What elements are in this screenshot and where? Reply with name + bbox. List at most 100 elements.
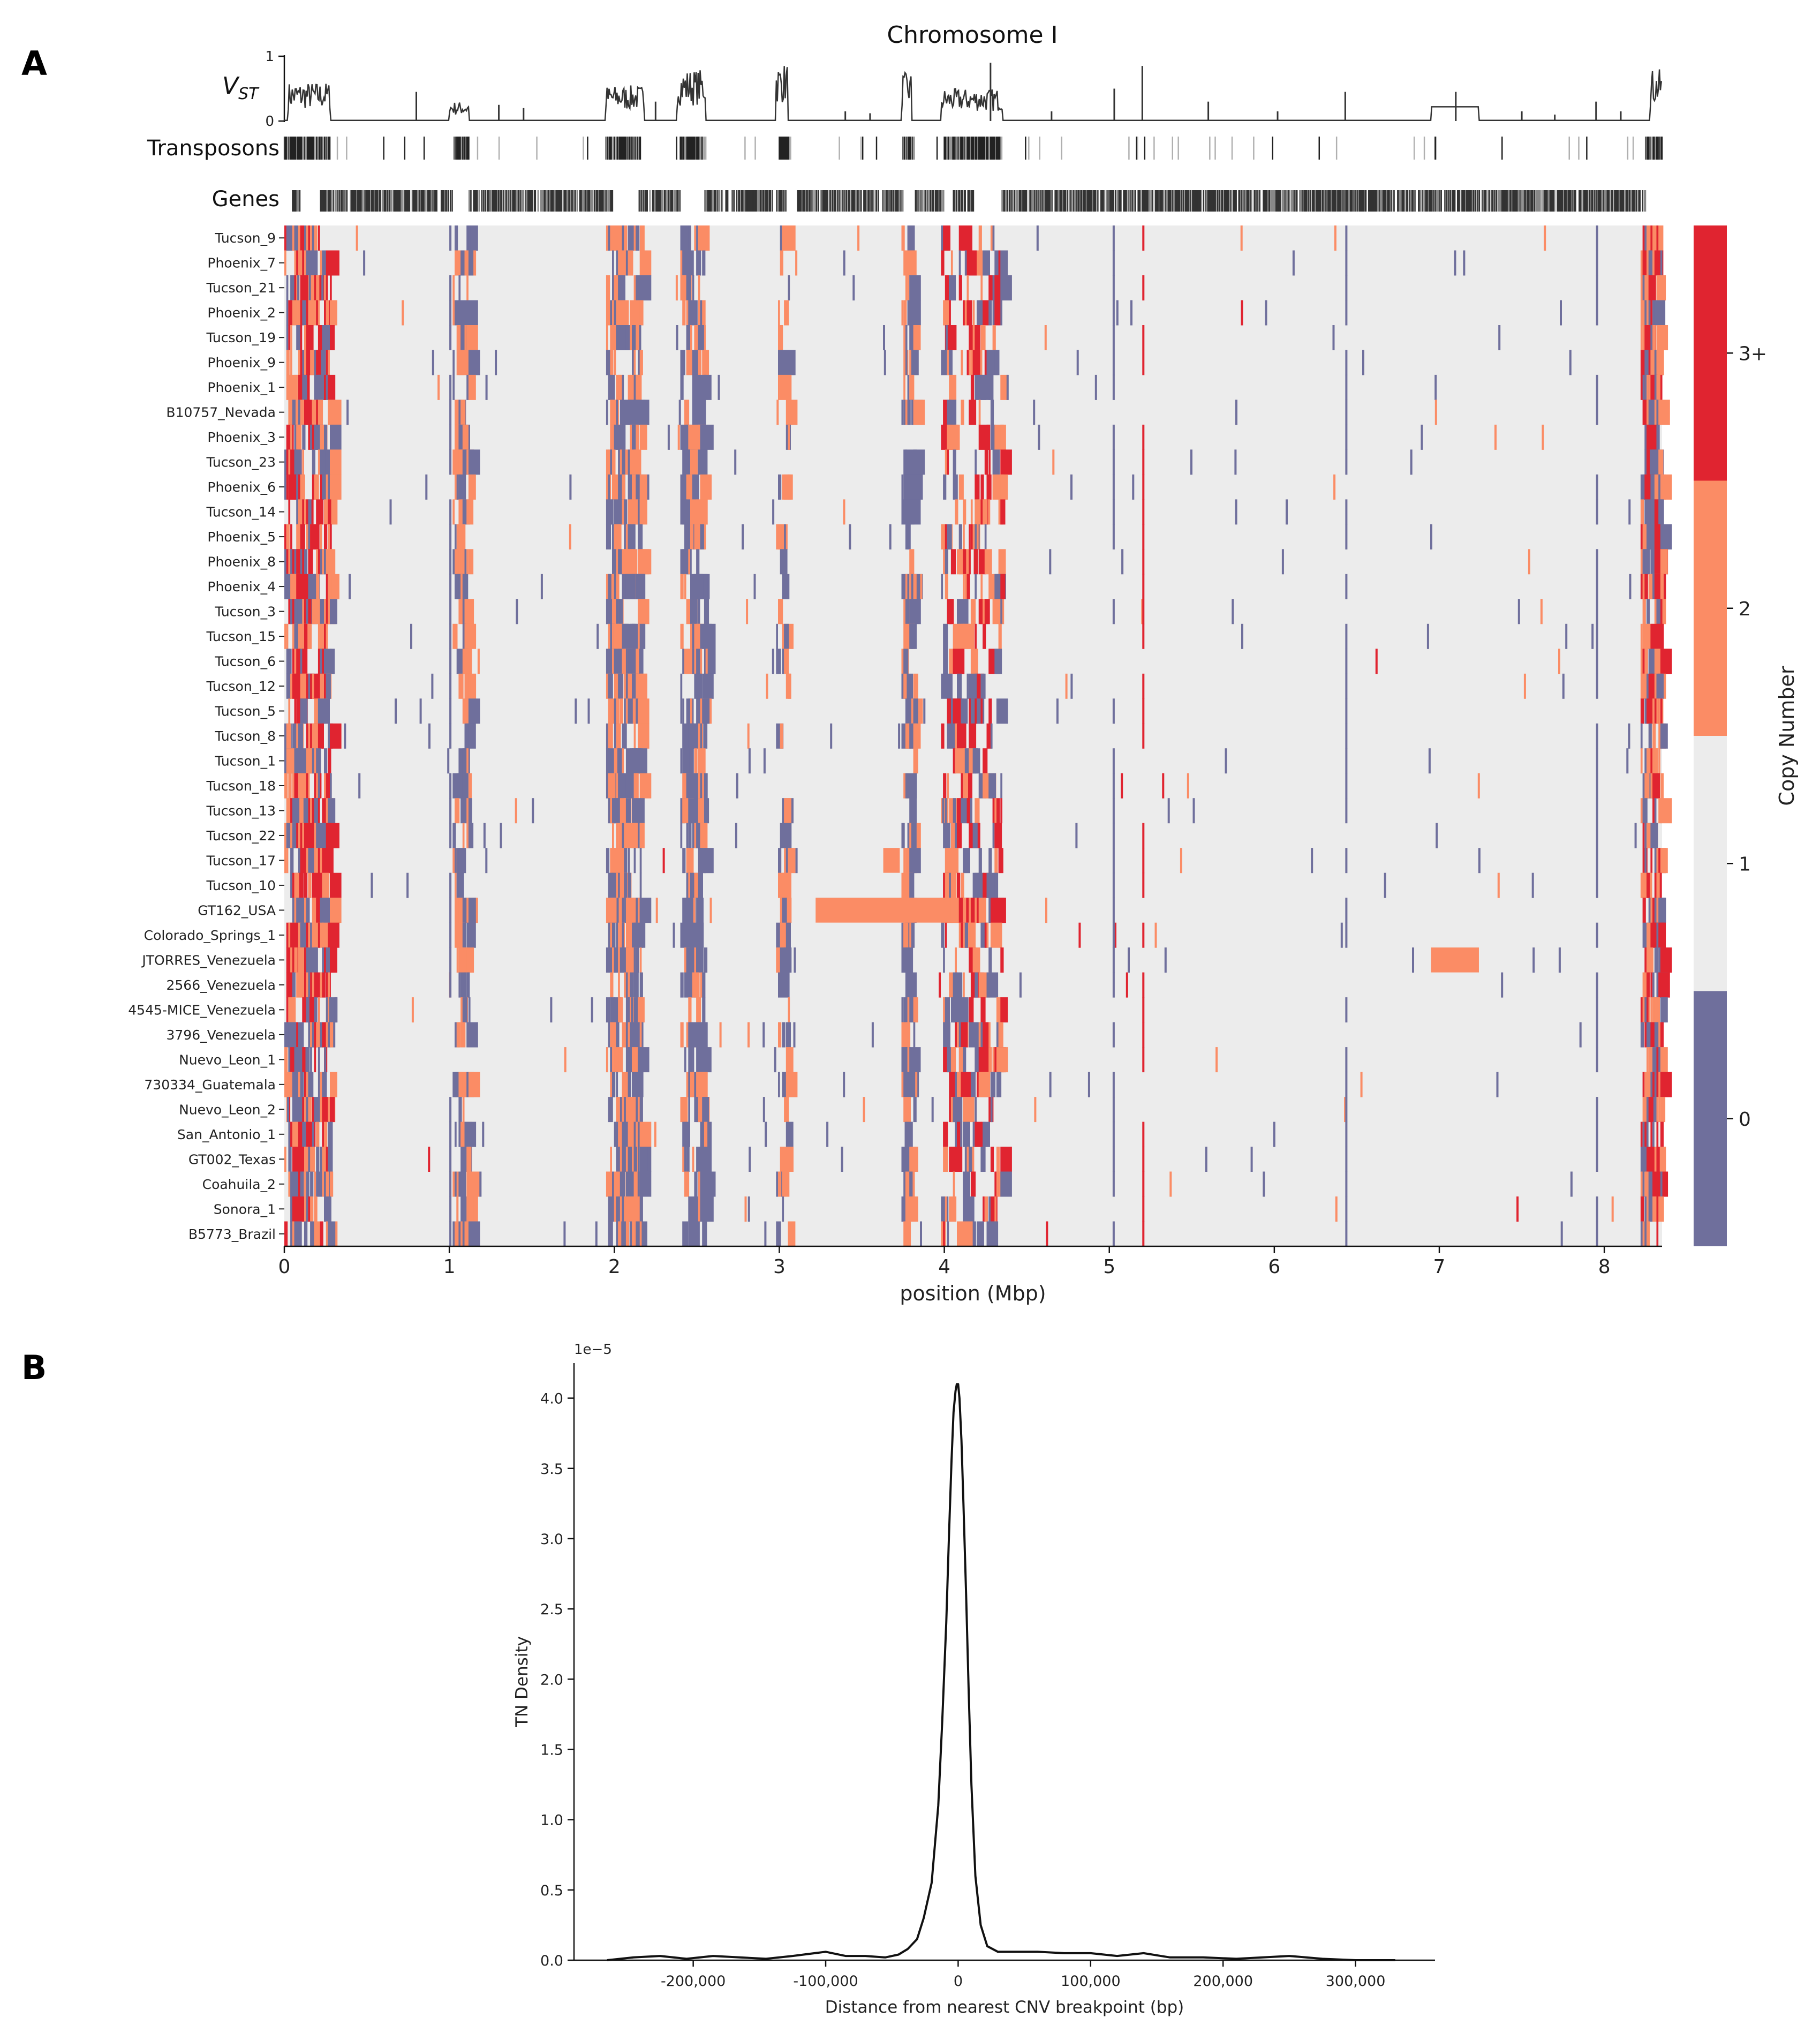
cnv-cell	[988, 848, 992, 874]
cnv-cell	[990, 1097, 993, 1123]
cnv-cell	[950, 250, 953, 276]
cnv-cell	[688, 1097, 690, 1123]
cnv-cell	[690, 872, 692, 898]
cnv-cell	[784, 947, 786, 973]
cnv-cell	[694, 449, 697, 475]
cnv-cell	[1560, 1221, 1563, 1247]
cnv-cell	[694, 374, 706, 400]
cnv-cell	[1596, 499, 1598, 525]
cnv-cell	[945, 1022, 947, 1048]
cnv-cell	[284, 1047, 288, 1073]
cnv-cell	[500, 823, 502, 848]
cnv-cell	[316, 300, 318, 326]
cnv-cell	[606, 449, 610, 475]
cnv-cell	[684, 1121, 688, 1147]
cnv-cell	[963, 499, 966, 525]
cnv-cell	[292, 997, 296, 1023]
cnv-cell	[788, 424, 790, 450]
cnv-cell	[304, 972, 306, 998]
cnv-cell	[625, 1171, 631, 1197]
cnv-cell	[696, 250, 701, 276]
sample-label: Tucson_3	[214, 604, 276, 620]
cnv-cell	[774, 1047, 776, 1073]
cnv-cell	[788, 474, 793, 500]
cnv-cell	[988, 275, 994, 300]
cnv-cell	[1596, 374, 1598, 400]
cnv-cell	[326, 599, 329, 624]
cnv-cell	[328, 374, 336, 400]
cnv-cell	[363, 250, 366, 276]
cnv-cell	[1660, 374, 1663, 400]
cnv-cell	[972, 300, 975, 326]
cnv-cell	[871, 1022, 874, 1048]
sample-label: Tucson_9	[214, 230, 276, 246]
cnv-cell	[994, 300, 1002, 326]
cnv-cell	[310, 1147, 315, 1172]
cnv-cell	[624, 499, 628, 525]
cnv-cell	[950, 275, 956, 300]
cnv-cell	[1658, 1022, 1662, 1048]
cnv-cell	[462, 574, 466, 599]
cnv-cell	[639, 1097, 643, 1123]
cnv-cell	[977, 300, 984, 326]
cnv-cell	[314, 798, 319, 824]
cnv-cell	[957, 872, 961, 898]
cnv-cell	[1192, 798, 1195, 824]
cnv-cell	[455, 225, 458, 251]
cnv-cell	[632, 773, 636, 799]
cnv-cell	[704, 1097, 709, 1123]
cnv-cell	[905, 1022, 911, 1048]
cnv-cell	[330, 474, 342, 500]
cnv-cell	[913, 673, 918, 699]
cnv-cell	[288, 773, 292, 799]
cnv-cell	[700, 400, 705, 425]
cnv-cell	[1345, 623, 1348, 649]
cnv-cell	[449, 225, 452, 251]
cnv-cell	[943, 225, 950, 251]
cnv-cell	[482, 1121, 485, 1147]
cnv-cell	[1477, 773, 1480, 799]
cnv-cell	[1523, 673, 1526, 699]
cnv-cell	[618, 1097, 620, 1123]
cnv-cell	[983, 623, 986, 649]
cnv-cell	[694, 300, 697, 326]
cnv-cell	[690, 449, 698, 475]
cnv-cell	[1596, 1121, 1598, 1147]
cnv-cell	[286, 424, 294, 450]
cnv-cell	[686, 250, 689, 276]
cnv-cell	[1130, 300, 1132, 326]
density-x-axis-label: Distance from nearest CNV breakpoint (bp…	[825, 1998, 1184, 2017]
cnv-cell	[972, 1221, 976, 1247]
cnv-cell	[468, 922, 476, 948]
cnv-cell	[980, 1147, 986, 1172]
cnv-cell	[622, 225, 625, 251]
cnv-cell	[1660, 698, 1663, 724]
cnv-cell	[639, 1196, 643, 1222]
cnv-cell	[330, 400, 342, 425]
cnv-cell	[778, 524, 782, 549]
cnv-cell	[625, 798, 631, 824]
cnv-cell	[992, 275, 996, 300]
cnv-cell	[969, 773, 972, 799]
cnv-cell	[1660, 1196, 1664, 1222]
cnv-cell	[306, 1047, 309, 1073]
cnv-cell	[477, 649, 480, 674]
cnv-cell	[428, 1147, 431, 1172]
cnv-cell	[449, 599, 452, 624]
cnv-cell	[1647, 972, 1650, 998]
cnv-cell	[639, 972, 643, 998]
cnv-cell	[953, 748, 956, 774]
cnv-cell	[863, 1097, 865, 1123]
cnv-cell	[1033, 400, 1036, 425]
cnv-cell	[292, 1221, 294, 1247]
cnv-cell	[1565, 623, 1568, 649]
cnv-cell	[1142, 574, 1145, 599]
cnv-cell	[947, 1221, 949, 1247]
cnv-cell	[690, 325, 692, 350]
cnv-cell	[1647, 374, 1649, 400]
cnv-cell	[694, 524, 702, 549]
cnv-cell	[616, 300, 624, 326]
cnv-cell	[620, 499, 623, 525]
cnv-cell	[994, 424, 1006, 450]
cnv-cell	[330, 773, 332, 799]
